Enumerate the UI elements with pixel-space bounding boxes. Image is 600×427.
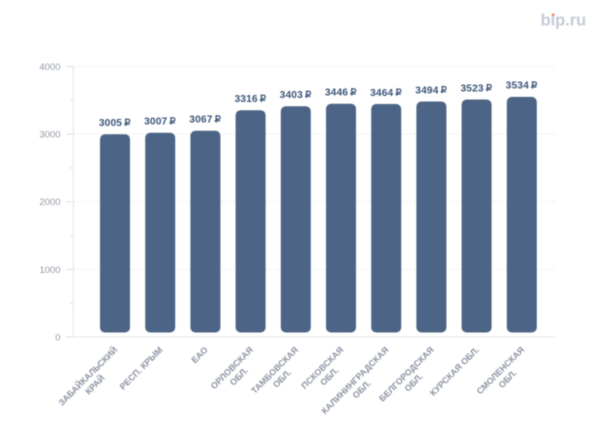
svg-text:bıp.ru: bıp.ru	[541, 12, 587, 30]
svg-text:2000: 2000	[39, 197, 60, 208]
svg-text:3494: 3494	[415, 85, 438, 96]
svg-text:3316: 3316	[234, 94, 257, 105]
svg-text:ЗАБАЙКАЛЬСКИЙ: ЗАБАЙКАЛЬСКИЙ	[56, 344, 120, 408]
svg-text:СМОЛЕНСКАЯ: СМОЛЕНСКАЯ	[475, 345, 527, 397]
svg-text:3534: 3534	[506, 81, 529, 92]
svg-text:0: 0	[55, 332, 60, 343]
svg-text:3523: 3523	[460, 83, 483, 94]
svg-text:1000: 1000	[39, 265, 60, 276]
svg-text:КУРСКАЯ ОБЛ.: КУРСКАЯ ОБЛ.	[428, 345, 481, 398]
svg-text:ЕАО: ЕАО	[189, 345, 210, 366]
svg-text:4000: 4000	[39, 62, 60, 73]
svg-text:3000: 3000	[39, 130, 60, 141]
svg-text:3005: 3005	[99, 118, 122, 129]
svg-text:РЕСП. КРЫМ: РЕСП. КРЫМ	[118, 345, 165, 392]
svg-text:3067: 3067	[189, 115, 212, 126]
svg-text:3007: 3007	[144, 117, 167, 128]
svg-text:ТАМБОВСКАЯ: ТАМБОВСКАЯ	[249, 345, 300, 396]
svg-text:3446: 3446	[325, 88, 348, 99]
svg-text:3403: 3403	[280, 90, 303, 101]
svg-text:3464: 3464	[370, 88, 393, 99]
